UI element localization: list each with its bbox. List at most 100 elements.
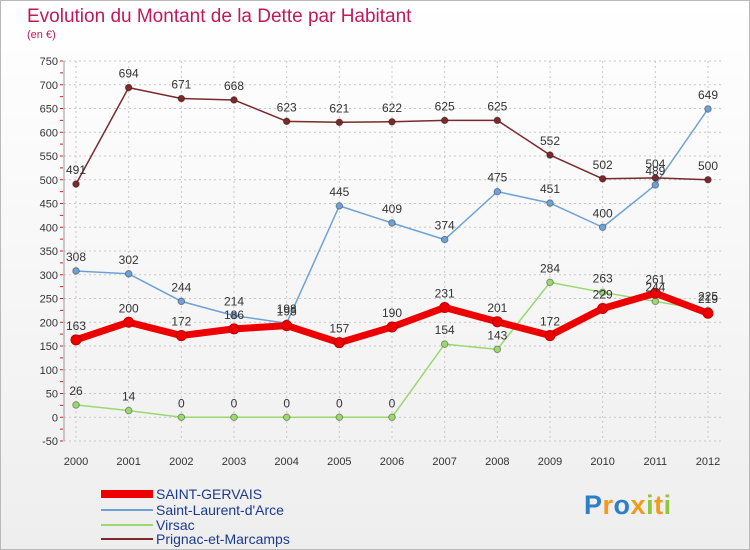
data-label: 502 [593,158,613,172]
data-label: 244 [171,280,191,294]
data-label: 649 [698,88,718,102]
data-label: 0 [336,396,343,410]
x-tick-label: 2009 [538,456,562,468]
data-point [230,96,238,104]
data-label: 186 [224,308,244,322]
y-tick-label: 700 [40,80,58,92]
data-label: 200 [119,301,139,315]
data-label: 504 [645,157,665,171]
data-label: 621 [329,101,349,115]
data-label: 500 [698,159,718,173]
chart-subtitle: (en €) [27,29,56,41]
data-point [282,117,291,126]
data-point [439,302,451,314]
legend-label: Saint-Laurent-d'Arce [156,502,284,518]
data-point [72,267,80,275]
data-point [649,287,661,299]
data-label: 0 [283,396,290,410]
y-tick-label: 350 [40,246,58,258]
data-label: 671 [171,78,191,92]
x-tick-label: 2005 [327,456,351,468]
data-point [491,316,503,328]
data-label: 154 [435,323,455,337]
chart-title: Evolution du Montant de la Dette par Hab… [27,6,412,27]
data-label: 284 [540,261,560,275]
y-tick-label: 450 [40,199,58,211]
data-label: 623 [277,100,297,114]
data-label: 163 [66,319,86,333]
data-point [70,334,82,346]
data-point [546,278,554,287]
x-tick-label: 2006 [380,456,404,468]
data-point [440,235,449,244]
data-label: 198 [277,302,297,316]
data-point [175,330,187,342]
x-tick-label: 2011 [644,456,668,468]
data-point [177,413,186,422]
data-point [546,151,554,159]
data-point [546,199,554,207]
data-point [230,413,238,422]
data-point [281,320,293,332]
proxiti-logo: Proxiti [584,490,672,520]
data-label: 231 [435,287,455,301]
data-point [123,316,135,328]
y-tick-label: 100 [40,365,58,377]
data-point [282,413,291,422]
y-tick-label: -50 [42,436,58,448]
data-point [388,118,396,126]
data-label: 225 [698,289,718,303]
data-label: 193 [277,305,297,319]
data-label: 0 [231,396,238,410]
y-tick-label: 150 [40,341,58,353]
data-label: 261 [645,272,665,286]
data-point [335,413,344,422]
data-label: 263 [593,271,613,285]
data-point [124,83,133,92]
data-point [544,330,556,342]
data-point [440,340,449,348]
data-label: 625 [435,99,455,113]
data-point [704,105,712,113]
x-tick-label: 2007 [432,456,456,468]
data-point [388,219,396,227]
data-label: 668 [224,79,244,93]
data-label: 622 [382,101,402,115]
legend-label: SAINT-GERVAIS [156,486,262,502]
data-label: 201 [487,301,507,315]
data-point [386,321,398,333]
data-label: 308 [66,250,86,264]
data-label: 14 [122,390,136,404]
data-label: 374 [435,219,455,233]
x-tick-label: 2008 [485,456,509,468]
y-tick-label: 500 [40,175,58,187]
data-point [597,302,609,314]
y-tick-label: 200 [40,317,58,329]
data-point [651,297,660,306]
y-tick-label: 300 [40,270,58,282]
data-point [72,180,80,188]
data-point [440,116,449,125]
data-label: 625 [487,99,507,113]
data-point [651,174,660,182]
data-label: 244 [645,280,665,294]
y-tick-label: 250 [40,294,58,306]
y-tick-label: 550 [40,151,58,163]
data-label: 445 [329,185,349,199]
x-tick-label: 2002 [169,456,193,468]
data-label: 552 [540,134,560,148]
x-tick-label: 2000 [64,456,88,468]
data-point [493,345,502,354]
data-label: 143 [487,328,507,342]
data-point [493,116,502,125]
data-label: 0 [389,396,396,410]
data-point [335,202,344,210]
data-label: 694 [119,67,139,81]
y-tick-label: 600 [40,127,58,139]
legend-label: Prignac-et-Marcamps [156,531,290,547]
data-label: 172 [540,315,560,329]
data-point [388,413,396,422]
y-tick-label: 0 [52,412,58,424]
